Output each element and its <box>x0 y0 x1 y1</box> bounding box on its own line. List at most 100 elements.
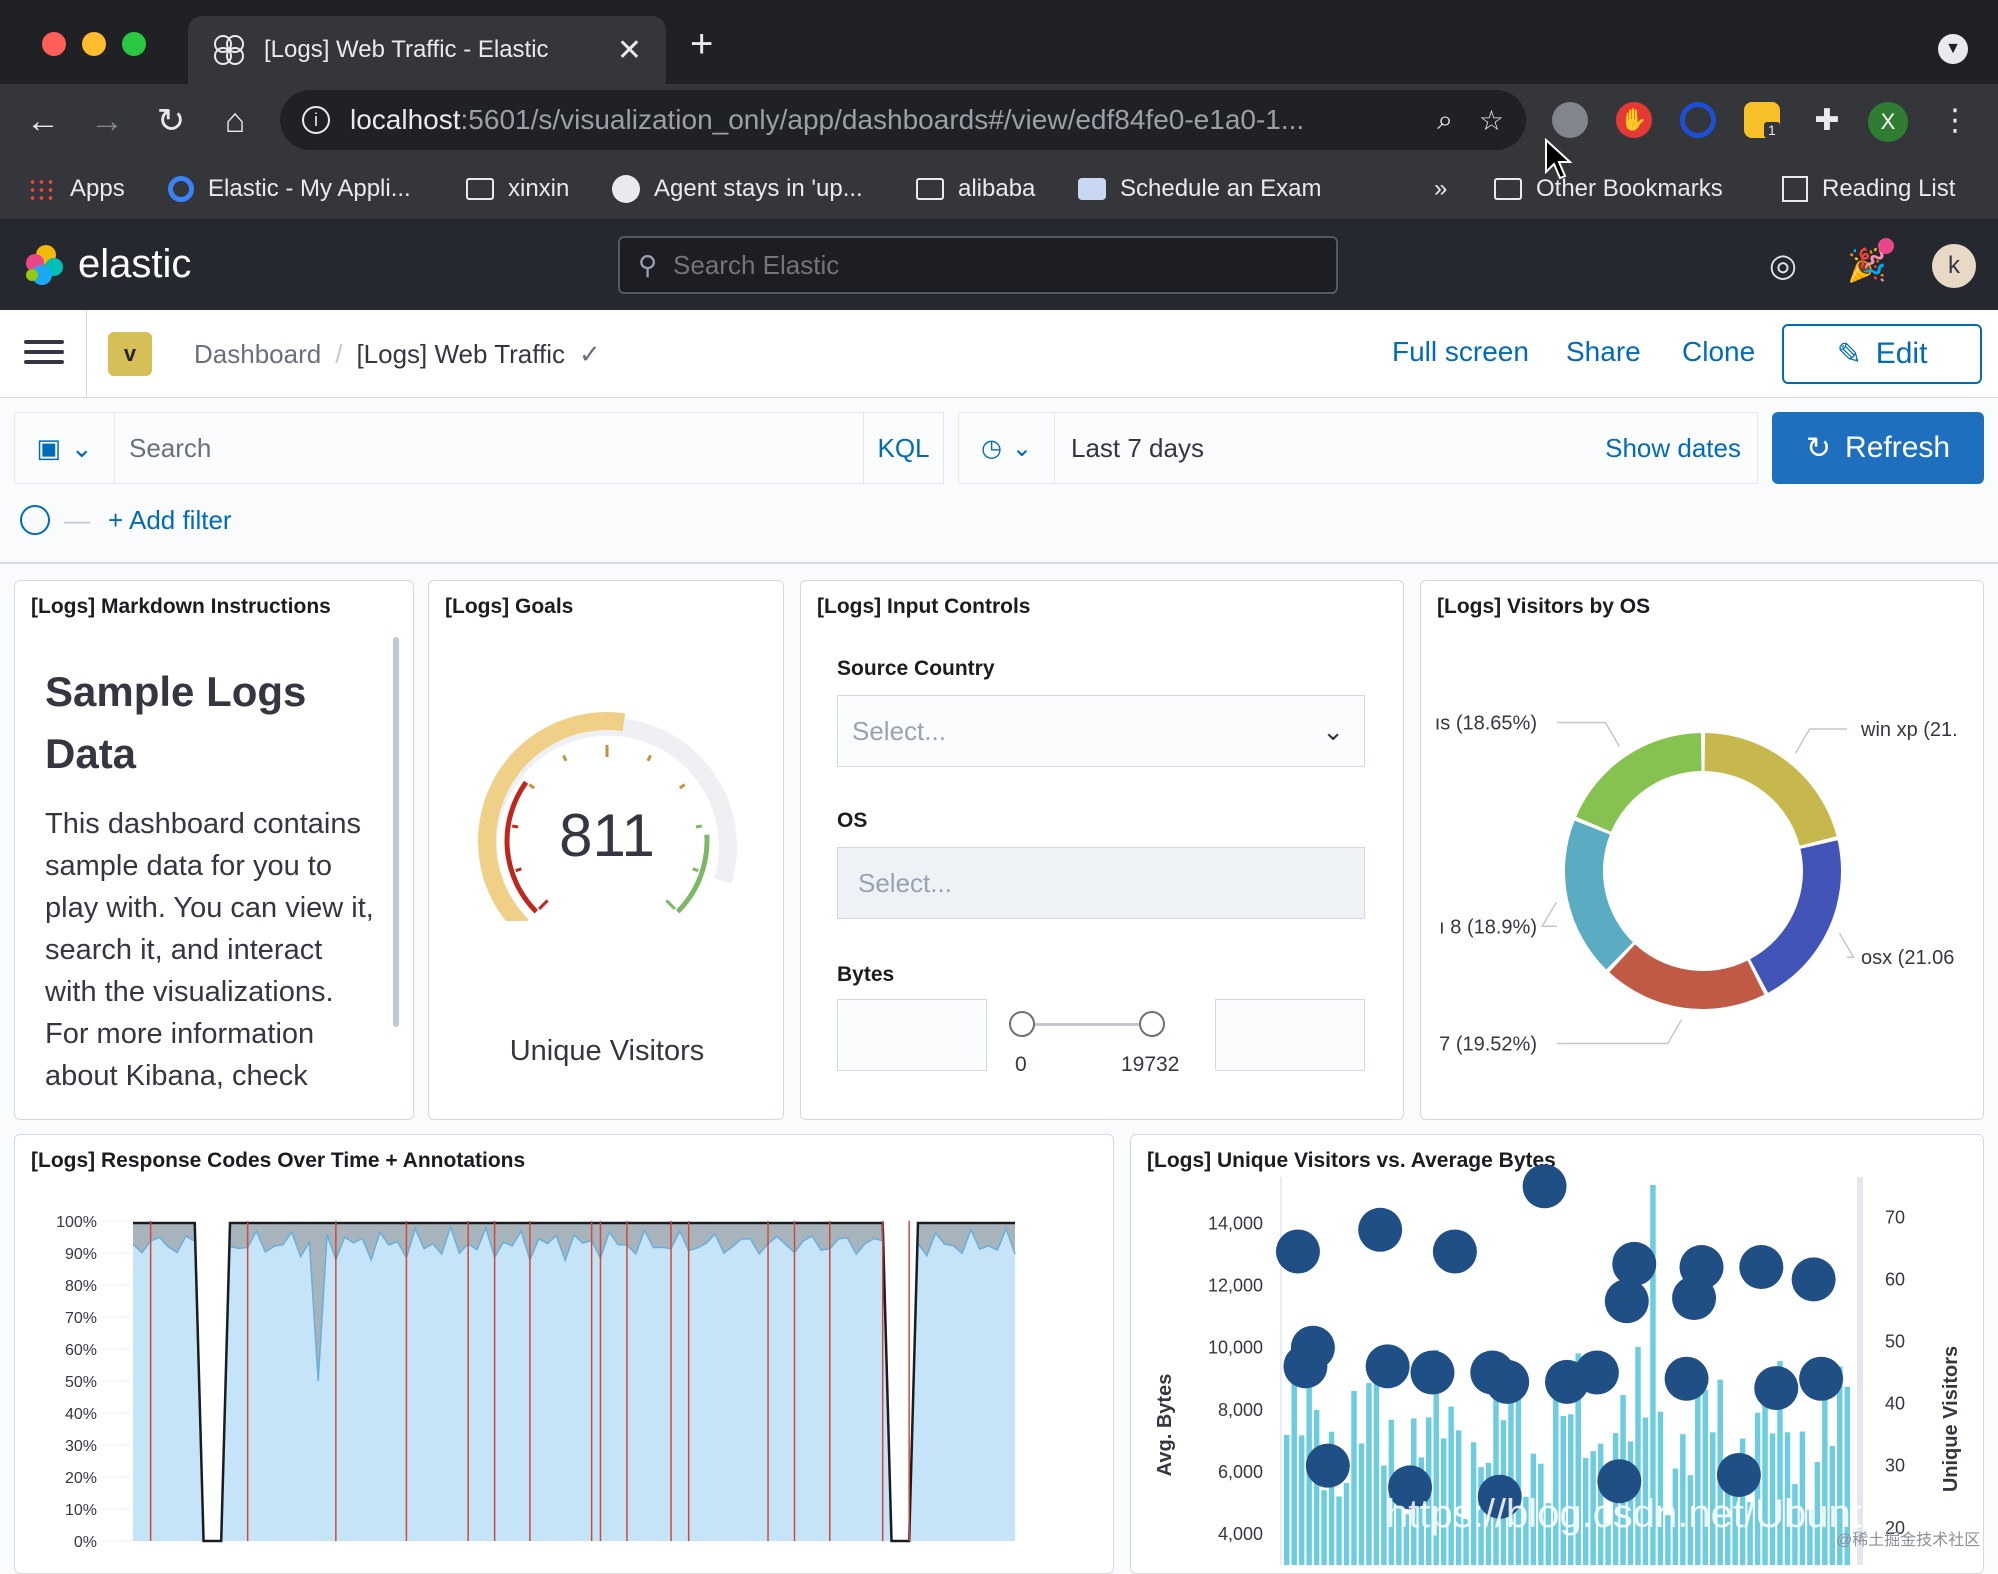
bytes-label: Bytes <box>837 963 895 986</box>
bookmark-xinxin[interactable]: xinxin <box>466 168 569 210</box>
bar-unique-visitors <box>1351 1390 1357 1565</box>
scatter-point-avg-bytes <box>1612 1241 1657 1286</box>
bar-unique-visitors <box>1777 1361 1783 1565</box>
close-tab-icon[interactable]: ✕ <box>616 33 642 67</box>
maximize-window-button[interactable] <box>122 32 146 56</box>
bookmarks-overflow-button[interactable]: » <box>1434 175 1448 202</box>
extension-notes-icon[interactable]: 1 <box>1744 102 1780 138</box>
bar-unique-visitors <box>1627 1441 1634 1565</box>
area-series-line <box>132 1224 1016 1542</box>
gauge-ticks <box>504 745 710 914</box>
browser-menu-icon[interactable]: ⋮ <box>1940 104 1970 137</box>
breadcrumb-dashboard[interactable]: Dashboard <box>194 338 322 369</box>
profile-avatar[interactable]: X <box>1868 102 1908 142</box>
range-min-handle[interactable] <box>1009 1011 1035 1037</box>
reload-icon[interactable]: ↻ <box>156 102 186 140</box>
bar-unique-visitors <box>1381 1465 1387 1565</box>
y-tick-label: 70% <box>65 1310 97 1327</box>
share-button[interactable]: Share <box>1566 336 1641 367</box>
minimize-window-button[interactable] <box>82 32 106 56</box>
bookmark-agent[interactable]: Agent stays in 'up... <box>612 168 863 210</box>
filter-bar: — + Add filter <box>20 500 232 540</box>
adblock-extension-icon[interactable]: ✋ <box>1616 102 1652 138</box>
close-window-button[interactable] <box>42 32 66 56</box>
bar-unique-visitors <box>1493 1359 1499 1565</box>
breadcrumb-current: [Logs] Web Traffic <box>356 338 566 369</box>
back-icon[interactable]: ← <box>26 102 60 140</box>
bar-unique-visitors <box>1433 1349 1439 1565</box>
bookmark-other-bookmarks[interactable]: Other Bookmarks <box>1494 168 1723 210</box>
home-icon[interactable]: ⌂ <box>224 102 246 140</box>
bar-unique-visitors <box>1642 1417 1649 1565</box>
scatter-point-avg-bytes <box>1574 1350 1619 1395</box>
goals-panel: [Logs] Goals 811 Unique Visitors <box>428 580 784 1120</box>
pie-slice-label: ıs (18.65%) <box>1435 712 1537 734</box>
bookmark-star-icon[interactable]: ☆ <box>1478 104 1504 136</box>
clone-button[interactable]: Clone <box>1682 336 1756 367</box>
gauge-band-green <box>675 834 710 914</box>
user-avatar[interactable]: k <box>1932 244 1976 288</box>
pie-slice <box>1704 733 1837 846</box>
bar-unique-visitors <box>1680 1434 1686 1565</box>
time-range[interactable]: Last 7 days <box>1071 432 1204 463</box>
y2-tick-label: 50 <box>1885 1332 1905 1352</box>
bookmark-alibaba[interactable]: alibaba <box>916 168 1035 210</box>
elastic-logo[interactable]: elastic <box>22 242 191 287</box>
site-info-icon[interactable]: i <box>302 106 330 134</box>
bytes-min-input[interactable] <box>837 999 987 1071</box>
show-dates-button[interactable]: Show dates <box>1605 432 1741 463</box>
bookmark-schedule-exam[interactable]: Schedule an Exam <box>1078 168 1321 210</box>
tab-search-icon[interactable]: ▼ <box>1938 34 1968 64</box>
refresh-button[interactable]: ↻ Refresh <box>1772 412 1984 484</box>
add-filter-button[interactable]: + Add filter <box>108 504 232 535</box>
bar-unique-visitors <box>1336 1496 1342 1565</box>
section-divider <box>0 562 1998 564</box>
kql-toggle[interactable]: KQL <box>863 413 943 483</box>
bar-unique-visitors <box>1515 1385 1522 1565</box>
full-screen-button[interactable]: Full screen <box>1392 336 1529 367</box>
panel-title: [Logs] Visitors by OS <box>1437 595 1651 618</box>
query-input[interactable] <box>129 432 863 464</box>
bar-unique-visitors <box>1313 1409 1320 1565</box>
bookmark-elastic[interactable]: Elastic - My Appli... <box>168 168 411 210</box>
hamburger-menu-icon[interactable] <box>24 334 64 374</box>
edit-button[interactable]: ✎ Edit <box>1782 324 1982 384</box>
refresh-label: Refresh <box>1845 431 1951 464</box>
y2-tick-label: 30 <box>1885 1456 1905 1476</box>
extension-icon[interactable] <box>1552 102 1588 138</box>
space-selector[interactable]: v <box>108 332 152 376</box>
bar-unique-visitors <box>1597 1443 1604 1565</box>
gauge-tick <box>562 754 568 762</box>
os-select[interactable]: Select... <box>837 847 1365 919</box>
bar-unique-visitors <box>1702 1389 1708 1565</box>
source-country-select[interactable]: Select... ⌄ <box>837 695 1365 767</box>
y-tick-label: 20% <box>65 1470 97 1487</box>
bar-unique-visitors <box>1284 1435 1290 1565</box>
elastic-bookmark-icon <box>168 176 194 202</box>
y-tick-label: 0% <box>74 1534 97 1551</box>
markdown-scrollbar[interactable] <box>393 637 399 1027</box>
bar-unique-visitors <box>1291 1372 1297 1565</box>
extensions-puzzle-icon[interactable]: ✚ <box>1814 104 1840 137</box>
filter-options-icon[interactable] <box>20 505 50 535</box>
global-search[interactable]: ⚲ <box>618 236 1338 294</box>
new-tab-button[interactable]: + <box>690 22 714 66</box>
address-bar[interactable]: i localhost :5601/s/visualization_only/a… <box>280 90 1526 150</box>
help-icon[interactable]: ◎ <box>1769 247 1797 283</box>
extension-circle-icon[interactable] <box>1680 102 1716 138</box>
quick-select-button[interactable]: ◷ ⌄ <box>959 413 1055 483</box>
bookmark-apps[interactable]: Apps <box>28 168 125 210</box>
scatter-point-avg-bytes <box>1716 1452 1761 1497</box>
range-min-label: 0 <box>1015 1053 1027 1076</box>
news-feed-icon[interactable]: 🎉 <box>1847 247 1887 283</box>
reading-list-button[interactable]: Reading List <box>1782 168 1955 210</box>
bar-unique-visitors <box>1792 1483 1798 1565</box>
browser-tab[interactable]: [Logs] Web Traffic - Elastic ✕ <box>188 16 666 84</box>
global-search-input[interactable] <box>673 249 1318 281</box>
range-max-handle[interactable] <box>1139 1011 1165 1037</box>
zoom-icon[interactable]: ⌕ <box>1437 103 1453 135</box>
saved-query-button[interactable]: ▣ ⌄ <box>15 413 115 483</box>
bytes-max-input[interactable] <box>1215 999 1365 1071</box>
bar-unique-visitors <box>1523 1496 1529 1565</box>
forward-icon[interactable]: → <box>90 102 124 140</box>
